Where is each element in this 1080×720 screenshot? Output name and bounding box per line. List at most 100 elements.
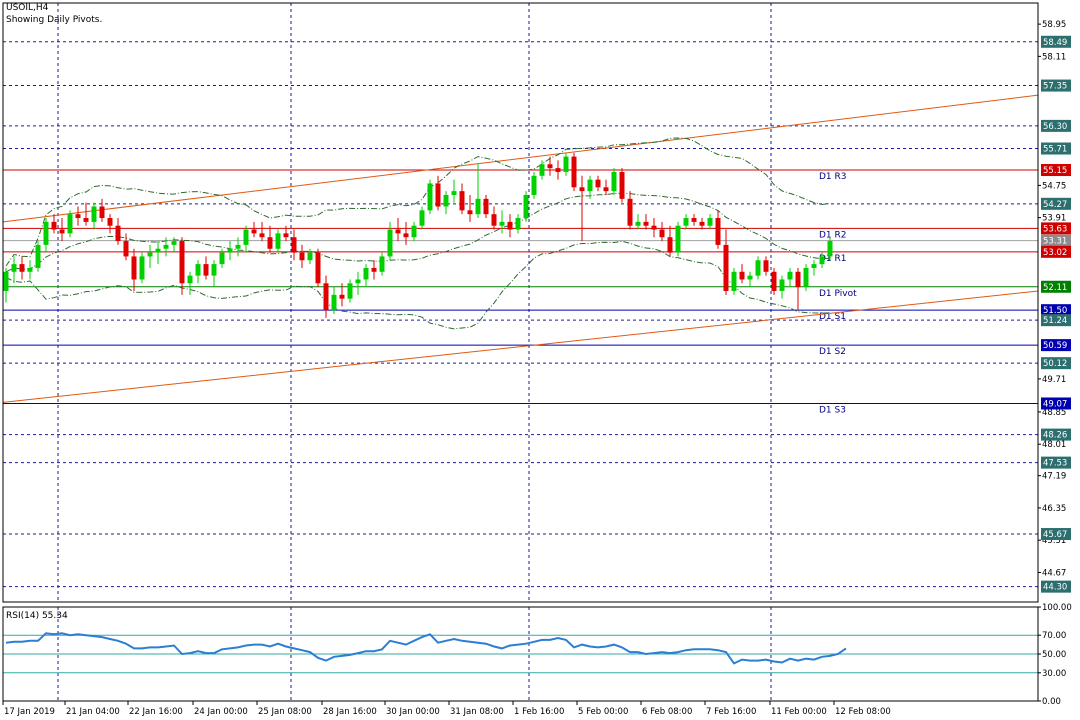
time-tick-label-5: 28 Jan 16:00	[323, 707, 377, 717]
candle-58	[467, 194, 473, 222]
candle-body	[91, 206, 97, 222]
price-box-label-12: 50.59	[1043, 341, 1067, 351]
candle-18	[147, 244, 153, 268]
candle-33	[267, 225, 273, 253]
trendline-1	[2, 290, 1039, 403]
candle-body	[27, 267, 33, 272]
trendline-0	[2, 94, 1039, 223]
time-tick-label-10: 6 Feb 08:00	[642, 707, 692, 717]
price-box-label-3: 55.71	[1043, 145, 1067, 155]
candle-61	[491, 206, 497, 230]
price-tick-label-8: 48.01	[1042, 440, 1066, 450]
candle-48	[387, 221, 393, 261]
candle-body	[19, 264, 25, 272]
candle-103	[827, 237, 833, 261]
candle-19	[155, 241, 161, 265]
candle-98	[787, 267, 793, 288]
price-tick-label-0: 58.95	[1042, 20, 1066, 30]
price-tick-label-3: 54.75	[1042, 181, 1066, 191]
candle-73	[587, 175, 593, 199]
price-box-label-7: 53.31	[1043, 237, 1067, 247]
candle-43	[347, 279, 353, 303]
candle-90	[723, 229, 729, 295]
candle-14	[115, 218, 121, 245]
price-box-label-1: 57.35	[1043, 82, 1067, 92]
band-lower	[5, 240, 831, 330]
candle-body	[115, 225, 121, 242]
candle-body	[643, 221, 649, 226]
bollinger-bands	[5, 137, 831, 330]
candle-body	[323, 283, 329, 311]
candle-body	[739, 271, 745, 280]
candle-body	[291, 237, 297, 253]
pivot-lines: D1 R3 D1 R2 D1 R1 D1 Pivot D1 S1 D1 S2 D1 S3	[3, 169, 1038, 415]
candle-55	[443, 191, 449, 215]
candle-body	[227, 248, 233, 253]
rsi-tick-label-0: 100.00	[1042, 603, 1072, 613]
candle-body	[395, 229, 401, 234]
rsi-tick-label-1: 70.00	[1042, 631, 1066, 641]
candle-body	[283, 233, 289, 238]
candle-body	[611, 171, 617, 192]
candle-body	[251, 229, 257, 234]
pivot-label-4: D1 S1	[819, 312, 846, 322]
candle-body	[587, 179, 593, 192]
candle-body	[811, 264, 817, 268]
candle-16	[131, 248, 137, 291]
candle-38	[307, 248, 313, 265]
price-box-8	[1041, 245, 1071, 258]
candle-72	[579, 175, 585, 242]
candle-81	[651, 218, 657, 238]
chart-subtitle: Showing Daily Pivots.	[6, 15, 103, 25]
candle-body	[635, 221, 641, 226]
candle-body	[75, 214, 81, 219]
band-upper	[5, 137, 831, 267]
candle-15	[123, 233, 129, 261]
price-box-label-18: 44.30	[1043, 583, 1067, 593]
candle-body	[195, 264, 201, 276]
candle-101	[811, 260, 817, 276]
candle-0	[3, 267, 9, 303]
price-box-1	[1041, 79, 1071, 92]
candle-59	[475, 164, 481, 219]
candle-body	[539, 164, 545, 176]
candle-body	[795, 271, 801, 288]
price-box-14	[1041, 397, 1071, 410]
candle-body	[67, 214, 73, 234]
candle-32	[259, 221, 265, 242]
candle-77	[619, 168, 625, 203]
candle-1	[11, 256, 17, 284]
candle-body	[523, 194, 529, 219]
candle-95	[763, 256, 769, 276]
candle-body	[275, 233, 281, 249]
candle-body	[147, 252, 153, 257]
candle-body	[803, 267, 809, 288]
candle-54	[435, 175, 441, 211]
candle-6	[51, 214, 57, 234]
candle-23	[187, 271, 193, 295]
candle-body	[771, 271, 777, 291]
candle-body	[43, 221, 49, 245]
candle-60	[483, 194, 489, 219]
candle-97	[779, 275, 785, 299]
candle-100	[803, 264, 809, 291]
candle-body	[99, 206, 105, 219]
candle-body	[347, 283, 353, 299]
candle-body	[187, 275, 193, 284]
price-box-18	[1041, 580, 1071, 593]
candle-56	[451, 179, 457, 203]
candle-body	[219, 252, 225, 265]
rsi-tick-label-2: 50.00	[1042, 650, 1066, 660]
time-tick-label-2: 22 Jan 16:00	[129, 707, 183, 717]
candle-body	[555, 168, 561, 172]
candle-body	[691, 218, 697, 222]
price-box-10	[1041, 304, 1071, 317]
candle-body	[387, 229, 393, 257]
candle-body	[163, 244, 169, 249]
price-box-label-6: 53.63	[1043, 224, 1067, 234]
candle-body	[651, 225, 657, 230]
candle-11	[91, 202, 97, 230]
candle-body	[659, 229, 665, 238]
level-lines	[3, 41, 1038, 588]
